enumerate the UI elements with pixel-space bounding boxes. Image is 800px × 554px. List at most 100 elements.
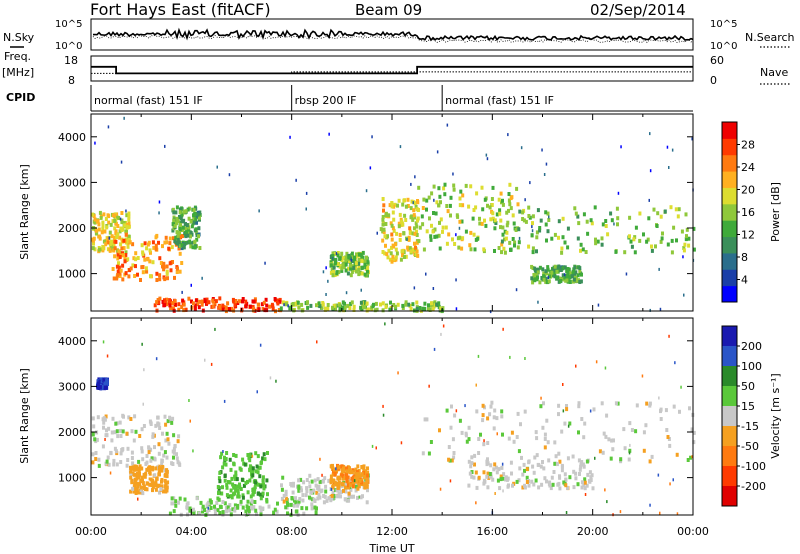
echo-cell <box>180 213 184 218</box>
echo-cell <box>415 249 419 254</box>
echo-cell <box>118 229 122 234</box>
echo-cell <box>441 225 445 230</box>
echo-cell <box>572 485 576 490</box>
echo-cell <box>94 231 98 236</box>
y-tick-label: 4000 <box>58 131 86 144</box>
echo-cell <box>421 206 425 210</box>
echo-cell <box>280 487 284 492</box>
scatter-cell <box>207 506 209 510</box>
echo-cell <box>465 439 469 444</box>
echo-cell <box>324 489 328 494</box>
echo-cell <box>323 494 327 499</box>
echo-cell <box>430 223 433 228</box>
echo-cell <box>217 491 220 496</box>
echo-cell <box>582 464 586 469</box>
echo-cell <box>281 475 285 480</box>
echo-cell <box>253 297 257 302</box>
scatter-cell <box>524 357 526 360</box>
scatter-cell <box>502 489 504 493</box>
echo-cell <box>406 197 410 202</box>
echo-cell <box>143 257 147 262</box>
colorbar-swatch <box>722 486 737 507</box>
echo-cell <box>583 486 587 491</box>
echo-cell <box>500 414 504 419</box>
echo-cell <box>135 476 139 481</box>
scatter-cell <box>502 327 504 331</box>
colorbar-swatch <box>722 406 737 427</box>
echo-cell <box>430 191 434 196</box>
echo-cell <box>675 452 679 457</box>
echo-cell <box>469 464 473 469</box>
echo-cell <box>251 492 255 497</box>
echo-cell <box>489 404 493 409</box>
echo-cell <box>545 280 549 285</box>
echo-cell <box>357 258 361 262</box>
echo-cell <box>259 512 263 517</box>
echo-cell <box>527 483 531 488</box>
colorbar-swatch <box>722 285 737 303</box>
scatter-cell <box>120 160 123 164</box>
colorbar-swatch <box>722 203 737 221</box>
echo-cell <box>354 467 358 472</box>
echo-cell <box>331 273 335 278</box>
echo-cell <box>471 216 475 221</box>
scatter-cell <box>181 290 183 294</box>
echo-cell <box>516 202 520 207</box>
echo-cell <box>175 452 178 457</box>
echo-cell <box>600 401 604 406</box>
echo-cell <box>115 264 119 269</box>
echo-cell <box>518 209 522 214</box>
echo-cell <box>616 401 620 406</box>
echo-cell <box>136 256 140 260</box>
echo-cell <box>130 456 134 460</box>
echo-cell <box>330 267 334 272</box>
echo-cell <box>130 450 134 455</box>
echo-cell <box>690 427 694 432</box>
echo-cell <box>586 231 590 236</box>
echo-cell <box>172 447 176 452</box>
echo-cell <box>583 477 587 482</box>
echo-cell <box>352 308 356 312</box>
scatter-cell <box>604 366 607 370</box>
freq-unit-label: [MHz] <box>2 66 34 79</box>
echo-cell <box>173 501 177 506</box>
echo-cell <box>106 455 110 460</box>
echo-cell <box>546 265 550 270</box>
echo-cell <box>305 300 309 305</box>
scatter-cell <box>158 200 161 204</box>
echo-cell <box>579 248 582 253</box>
echo-cell <box>333 471 337 476</box>
echo-cell <box>525 475 529 480</box>
echo-cell <box>306 305 310 310</box>
echo-cell <box>458 203 462 208</box>
echo-cell <box>510 471 513 476</box>
echo-cell <box>536 267 540 272</box>
echo-cell <box>525 467 529 472</box>
echo-cell <box>437 233 441 238</box>
echo-cell <box>555 266 559 271</box>
scatter-cell <box>287 304 289 308</box>
echo-cell <box>304 493 308 498</box>
echo-cell <box>557 219 561 224</box>
echo-cell <box>101 223 105 228</box>
scatter-cell <box>322 270 325 274</box>
echo-cell <box>414 204 418 209</box>
echo-cell <box>308 495 311 500</box>
echo-cell <box>538 280 542 285</box>
scatter-cell <box>649 503 651 507</box>
echo-cell <box>228 508 232 513</box>
echo-cell <box>241 493 245 498</box>
echo-cell <box>401 202 405 207</box>
echo-cell <box>242 483 246 488</box>
echo-cell <box>175 456 179 461</box>
echo-cell <box>98 210 102 215</box>
scatter-cell <box>606 500 608 504</box>
echo-cell <box>363 262 367 267</box>
echo-cell <box>362 482 365 487</box>
echo-cell <box>552 470 556 474</box>
echo-cell <box>464 433 468 438</box>
echo-cell <box>586 472 590 477</box>
echo-cell <box>241 299 244 304</box>
echo-cell <box>141 252 145 257</box>
echo-cell <box>228 503 232 508</box>
